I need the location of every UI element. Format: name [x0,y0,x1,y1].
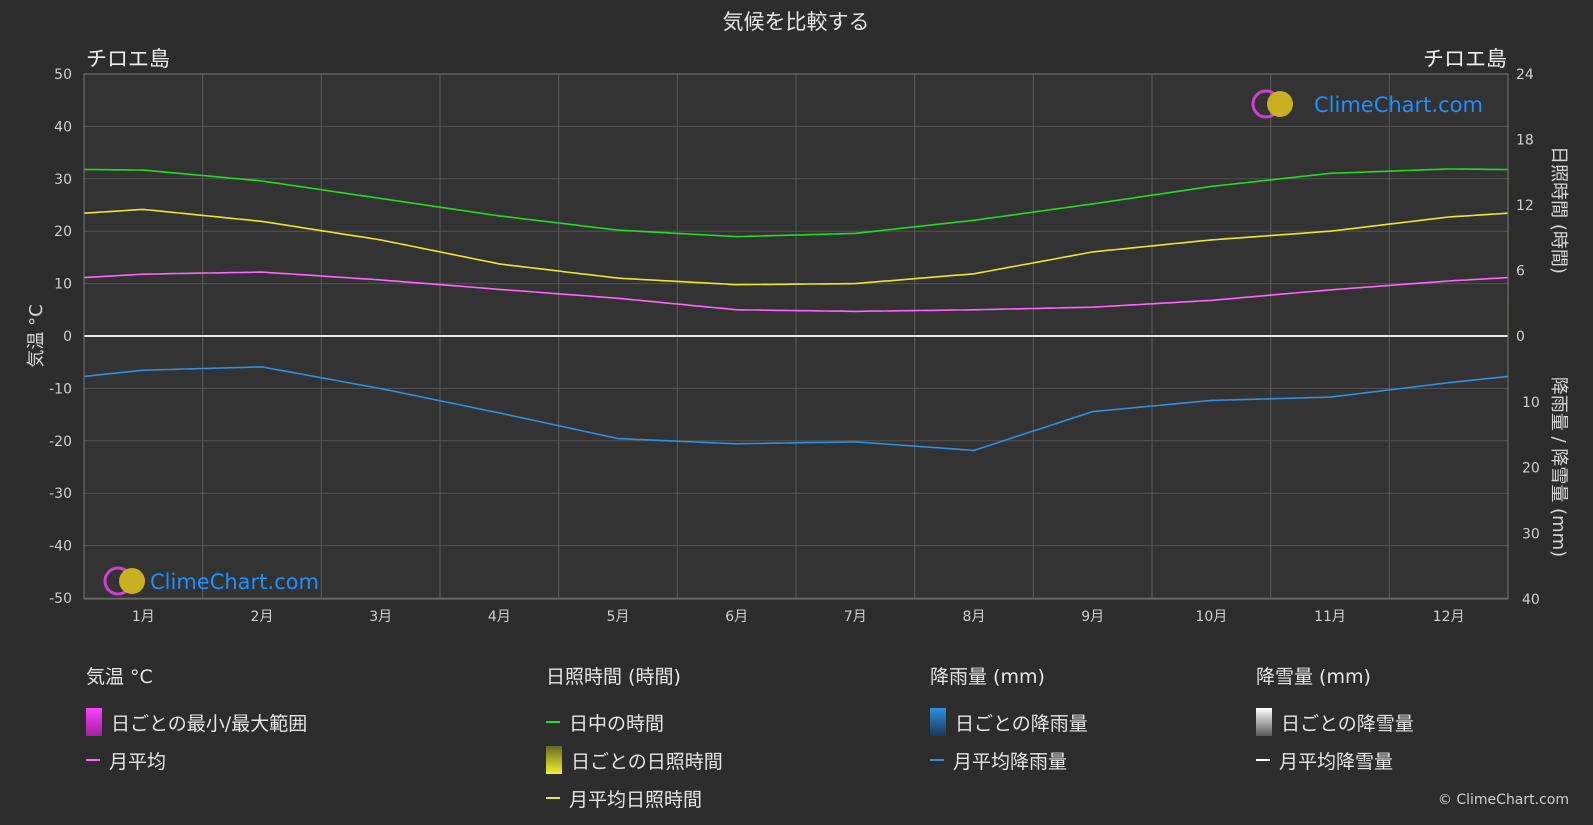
legend-label: 日ごとの最小/最大範囲 [111,712,308,735]
legend-snow-header: 降雪量 (mm) [1256,666,1371,688]
brand-logo-bottom: ClimeChart.com [103,566,319,596]
legend-item: 日ごとの日照時間 [546,741,723,779]
legend-rain-header: 降雨量 (mm) [930,666,1045,688]
legend-label: 月平均日照時間 [569,788,703,811]
daylight-line [83,168,1508,238]
month-tick-label: 11月 [1314,609,1346,625]
left-tick-label: 30 [54,172,72,188]
temp-avg-line [83,271,1509,313]
sunshine-avg-line [83,208,1509,286]
snow-avg-swatch [1256,759,1270,761]
chart-title: 気候を比較する [723,10,870,34]
legend-item: 月平均 [86,741,307,779]
month-tick-label: 8月 [963,609,986,625]
legend-item: 日中の時間 [546,703,723,741]
legend-item: 月平均降雨量 [930,741,1088,779]
legend-label: 月平均降雪量 [1279,750,1394,773]
legend-label: 月平均 [109,750,167,773]
legend-rain: 降雨量 (mm) 日ごとの降雨量 月平均降雨量 [930,662,1088,779]
left-tick-label: 10 [54,277,72,293]
plot-frame [83,73,1509,600]
right-axis-bottom-label: 降雨量 / 降雪量 (mm) [1548,377,1569,557]
legend-item: 月平均降雪量 [1256,741,1414,779]
right-top-tick-label: 6 [1516,264,1525,280]
axes: 50 40 30 20 10 0 -10 -20 -30 -40 -50 24 18 12 6 0 10 20 30… [49,67,1540,625]
month-tick-label: 9月 [1081,609,1104,625]
left-tick-label: 20 [54,224,72,240]
right-top-tick-label: 18 [1516,133,1534,149]
legend-item: 日ごとの最小/最大範囲 [86,703,307,741]
rain-avg-line [83,366,1509,452]
left-tick-label: -40 [49,539,72,555]
rain-avg-swatch [930,759,944,761]
series-lines [83,73,1509,600]
month-tick-label: 7月 [844,609,867,625]
month-tick-label: 12月 [1433,609,1465,625]
legend-label: 日ごとの日照時間 [571,750,723,773]
brand-name: ClimeChart.com [1314,93,1483,117]
left-tick-label: -20 [49,434,72,450]
legend-item: 日ごとの降雪量 [1256,703,1414,741]
copyright: © ClimeChart.com [1437,792,1569,808]
location-right: チロエ島 [1423,47,1507,71]
right-bottom-tick-label: 20 [1522,461,1540,477]
legend-temperature-header: 気温 °C [86,666,153,688]
brand-logo-top: ClimeChart.com [1251,89,1483,119]
legend-sunshine-header: 日照時間 (時間) [546,666,681,688]
daylight-swatch [546,721,560,723]
legend-label: 日中の時間 [569,712,665,735]
left-tick-label: -10 [49,381,72,397]
rain-bar-swatch [930,708,946,736]
month-tick-label: 5月 [607,609,630,625]
right-bottom-tick-label: 10 [1522,395,1540,411]
location-left: チロエ島 [86,47,170,71]
right-top-tick-label: 24 [1516,67,1534,83]
sunshine-avg-swatch [546,797,560,799]
month-tick-label: 4月 [488,609,511,625]
temp-avg-swatch [86,759,100,761]
left-tick-label: 50 [54,67,72,83]
snow-bar-swatch [1256,708,1272,736]
logo-sun-icon [1267,91,1293,117]
legend-label: 日ごとの降雨量 [955,712,1088,735]
legend-item: 日ごとの降雨量 [930,703,1088,741]
legend-label: 月平均降雨量 [953,750,1068,773]
legend-sunshine: 日照時間 (時間) 日中の時間 日ごとの日照時間 月平均日照時間 [546,662,723,817]
legend-temperature: 気温 °C 日ごとの最小/最大範囲 月平均 [86,662,307,779]
month-tick-label: 1月 [132,609,155,625]
logo-sun-icon [119,568,145,594]
left-axis-label: 気温 °C [26,304,47,367]
left-tick-label: 0 [63,329,72,345]
month-tick-label: 3月 [369,609,392,625]
month-tick-label: 6月 [725,609,748,625]
legend-item: 月平均日照時間 [546,779,723,817]
legend-snow: 降雪量 (mm) 日ごとの降雪量 月平均降雪量 [1256,662,1414,779]
temp-range-swatch [86,708,102,736]
right-bottom-tick-label: 40 [1522,592,1540,608]
left-tick-label: -30 [49,486,72,502]
legend-label: 日ごとの降雪量 [1281,712,1414,735]
sunshine-bar-swatch [546,746,562,774]
right-bottom-tick-label: 30 [1522,526,1540,542]
month-tick-label: 10月 [1195,609,1227,625]
right-top-tick-label: 0 [1516,329,1525,345]
left-tick-label: -50 [49,591,72,607]
left-tick-label: 40 [54,119,72,135]
right-axis-top-label: 日照時間 (時間) [1548,146,1569,274]
climate-chart: 気候を比較する チロエ島 チロエ島 50 40 30 20 10 0 -10 -20 -30 -4… [26,10,1569,625]
right-top-tick-label: 12 [1516,198,1534,214]
brand-name: ClimeChart.com [150,570,319,594]
month-tick-label: 2月 [251,609,274,625]
